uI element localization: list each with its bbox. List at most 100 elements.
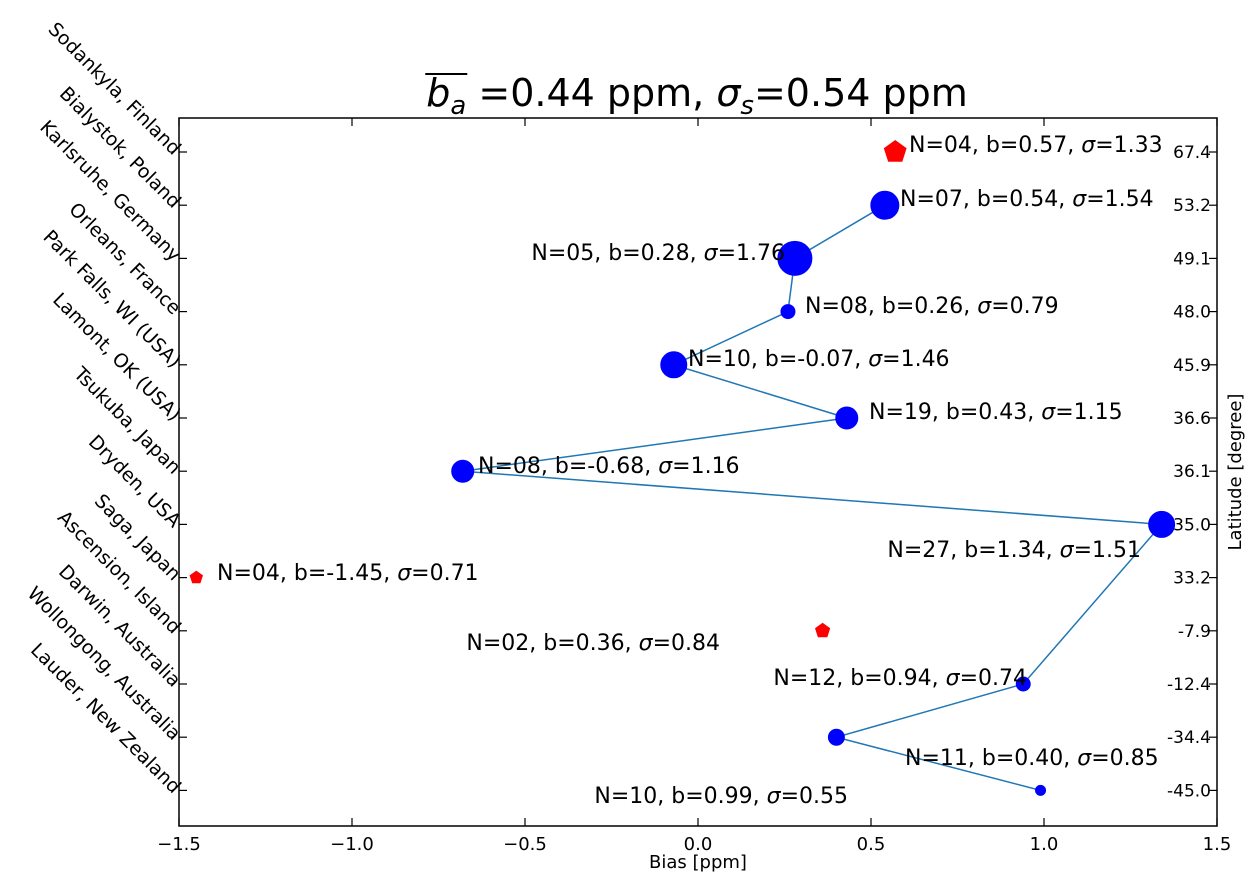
marker-orleans-france [780, 304, 796, 320]
annotation-sigma-value: =0.71 [411, 561, 478, 586]
point-annotations: N=07, b=0.54, σ=1.54N=05, b=0.28, σ=1.76… [217, 133, 1163, 809]
annotation-sigma-symbol: σ [946, 666, 961, 691]
marker-sodankyla-finland [883, 140, 907, 162]
annotation-count-bias: N=02, b=0.36, [466, 631, 638, 656]
included-stations-line [462, 204, 1164, 792]
latitude-tick-label: 53.2 [1173, 196, 1211, 216]
latitude-axis: 67.4 53.2 49.1 48.0 45.9 36.6 36.1 35.0 33.2 -7.9… [179, 143, 1246, 801]
x-tick-label: 1.0 [1030, 834, 1059, 855]
annotation-lauder-new-zealand: N=10, b=0.99, σ=0.55 [594, 784, 848, 809]
annotation-count-bias: N=05, b=0.28, [531, 241, 703, 266]
annotation-tsukuba-japan: N=08, b=-0.68, σ=1.16 [478, 454, 740, 479]
annotation-ascension-island: N=02, b=0.36, σ=0.84 [466, 631, 720, 656]
annotation-sigma-value: =1.15 [1055, 400, 1122, 425]
latitude-tick-label: -12.4 [1167, 675, 1211, 695]
annotation-sigma-value: =1.46 [882, 347, 949, 372]
annotation-count-bias: N=10, b=-0.07, [688, 347, 868, 372]
annotation-sigma-value: =1.76 [718, 241, 785, 266]
annotation-sigma-symbol: σ [704, 241, 719, 266]
annotation-karlsruhe-germany: N=05, b=0.28, σ=1.76 [531, 241, 785, 266]
marker-park-falls-wi-usa [660, 351, 688, 379]
marker-bialystok-poland [870, 190, 900, 220]
title-sigma-subscript: s [740, 91, 754, 121]
annotation-count-bias: N=27, b=1.34, [887, 538, 1059, 563]
annotation-count-bias: N=12, b=0.94, [773, 666, 945, 691]
annotation-count-bias: N=08, b=-0.68, [478, 454, 658, 479]
annotation-sigma-symbol: σ [658, 454, 673, 479]
x-tick-label: −1.0 [330, 834, 374, 855]
latitude-tick-label: 49.1 [1173, 249, 1211, 269]
latitude-tick-label: -34.4 [1167, 728, 1211, 748]
series-line [462, 204, 1164, 792]
annotation-sigma-value: =0.55 [781, 784, 848, 809]
annotation-sigma-symbol: σ [977, 294, 992, 319]
annotation-count-bias: N=04, b=-1.45, [217, 561, 397, 586]
annotation-sigma-value: =1.33 [1095, 133, 1162, 158]
annotation-darwin-australia: N=12, b=0.94, σ=0.74 [773, 666, 1027, 691]
annotation-sigma-value: =0.74 [960, 666, 1027, 691]
title-mean-symbol: b [426, 71, 450, 115]
x-tick-label: 0.5 [857, 834, 886, 855]
marker-tsukuba-japan [451, 459, 475, 483]
latitude-tick-label: 36.6 [1173, 409, 1211, 429]
latitude-tick-label: 45.9 [1173, 356, 1211, 376]
latitude-tick-label: 35.0 [1173, 515, 1211, 535]
annotation-saga-japan: N=04, b=-1.45, σ=0.71 [217, 561, 479, 586]
marker-darwin-australia [1015, 676, 1031, 692]
annotation-sigma-value: =1.54 [1086, 187, 1153, 212]
annotation-count-bias: N=19, b=0.43, [869, 400, 1041, 425]
annotation-sigma-symbol: σ [1077, 746, 1092, 771]
annotation-count-bias: N=11, b=0.40, [905, 746, 1077, 771]
latitude-tick-label: 67.4 [1173, 143, 1211, 163]
data-markers [189, 140, 1176, 796]
annotation-sigma-value: =0.85 [1091, 746, 1158, 771]
annotation-count-bias: N=08, b=0.26, [805, 294, 977, 319]
x-axis: −1.5 −1.0 −0.5 0.0 0.5 1.0 1.5 Bias [ppm] [157, 118, 1231, 873]
x-tick-label: −1.5 [157, 834, 201, 855]
title-text: ba =0.44 ppm, σs=0.54 ppm [426, 71, 968, 121]
marker-dryden-usa [1148, 510, 1176, 538]
chart-title: ba =0.44 ppm, σs=0.54 ppm [425, 71, 968, 121]
annotation-count-bias: N=07, b=0.54, [900, 187, 1072, 212]
annotation-sigma-value: =1.16 [672, 454, 739, 479]
annotation-sigma-symbol: σ [767, 784, 782, 809]
annotation-sigma-value: =1.51 [1074, 538, 1141, 563]
annotation-sodankyla-finland: N=04, b=0.57, σ=1.33 [909, 133, 1163, 158]
latitude-tick-label: 48.0 [1173, 303, 1211, 323]
annotation-sigma-symbol: σ [1072, 187, 1087, 212]
marker-lamont-ok-usa [835, 406, 859, 430]
latitude-tick-label: -45.0 [1167, 781, 1211, 801]
site-label-dryden-usa: Dryden, USA [84, 431, 185, 532]
annotation-sigma-symbol: σ [639, 631, 654, 656]
marker-karlsruhe-germany [777, 240, 813, 276]
annotation-bialystok-poland: N=07, b=0.54, σ=1.54 [900, 187, 1154, 212]
annotation-dryden-usa: N=27, b=1.34, σ=1.51 [887, 538, 1141, 563]
annotation-sigma-symbol: σ [397, 561, 412, 586]
latitude-axis-label: Latitude [degree] [1225, 394, 1246, 551]
x-tick-label: 1.5 [1203, 834, 1232, 855]
annotation-sigma-symbol: σ [868, 347, 883, 372]
x-axis-label: Bias [ppm] [649, 852, 747, 873]
annotation-count-bias: N=04, b=0.57, [909, 133, 1081, 158]
marker-ascension-island [815, 622, 831, 638]
marker-wollongong-australia [827, 728, 845, 746]
annotation-lamont-ok-usa: N=19, b=0.43, σ=1.15 [869, 400, 1123, 425]
title-mean-subscript: a [450, 91, 466, 121]
title-sigma-symbol: σ [716, 71, 742, 115]
title-sigma-value: =0.54 ppm [754, 71, 968, 115]
annotation-park-falls-wi-usa: N=10, b=-0.07, σ=1.46 [688, 347, 950, 372]
annotation-sigma-symbol: σ [1081, 133, 1096, 158]
latitude-tick-label: 36.1 [1173, 462, 1211, 482]
annotation-sigma-symbol: σ [1041, 400, 1056, 425]
annotation-wollongong-australia: N=11, b=0.40, σ=0.85 [905, 746, 1159, 771]
x-tick-label: 0.0 [684, 834, 713, 855]
marker-saga-japan [189, 570, 203, 584]
latitude-tick-label: -7.9 [1178, 622, 1211, 642]
annotation-count-bias: N=10, b=0.99, [594, 784, 766, 809]
annotation-sigma-value: =0.84 [653, 631, 720, 656]
marker-lauder-new-zealand [1035, 784, 1047, 796]
annotation-sigma-value: =0.79 [991, 294, 1058, 319]
annotation-sigma-symbol: σ [1060, 538, 1075, 563]
title-mean-value: =0.44 ppm, [466, 71, 716, 115]
